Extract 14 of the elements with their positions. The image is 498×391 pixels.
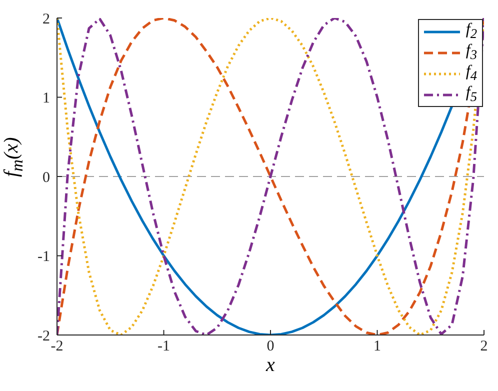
x-axis-title: x (264, 354, 276, 377)
y-tick-label: 2 (42, 11, 50, 28)
y-tick-label: -1 (38, 249, 50, 266)
x-tick-label: 2 (480, 338, 488, 355)
x-tick-label: 0 (266, 338, 274, 355)
x-tick-label: 1 (374, 338, 381, 355)
x-tick-label: -1 (158, 338, 170, 355)
y-tick-label: 0 (42, 170, 50, 186)
legend-label: f$_{5}$ (466, 84, 477, 106)
legend-label: f$_{3}$ (466, 42, 477, 64)
y-tick-label: -2 (38, 328, 50, 344)
legend-label: f$_{4}$ (466, 62, 477, 84)
y-tick-label: 1 (42, 90, 50, 107)
legend-label: f$_{2}$ (466, 20, 477, 42)
